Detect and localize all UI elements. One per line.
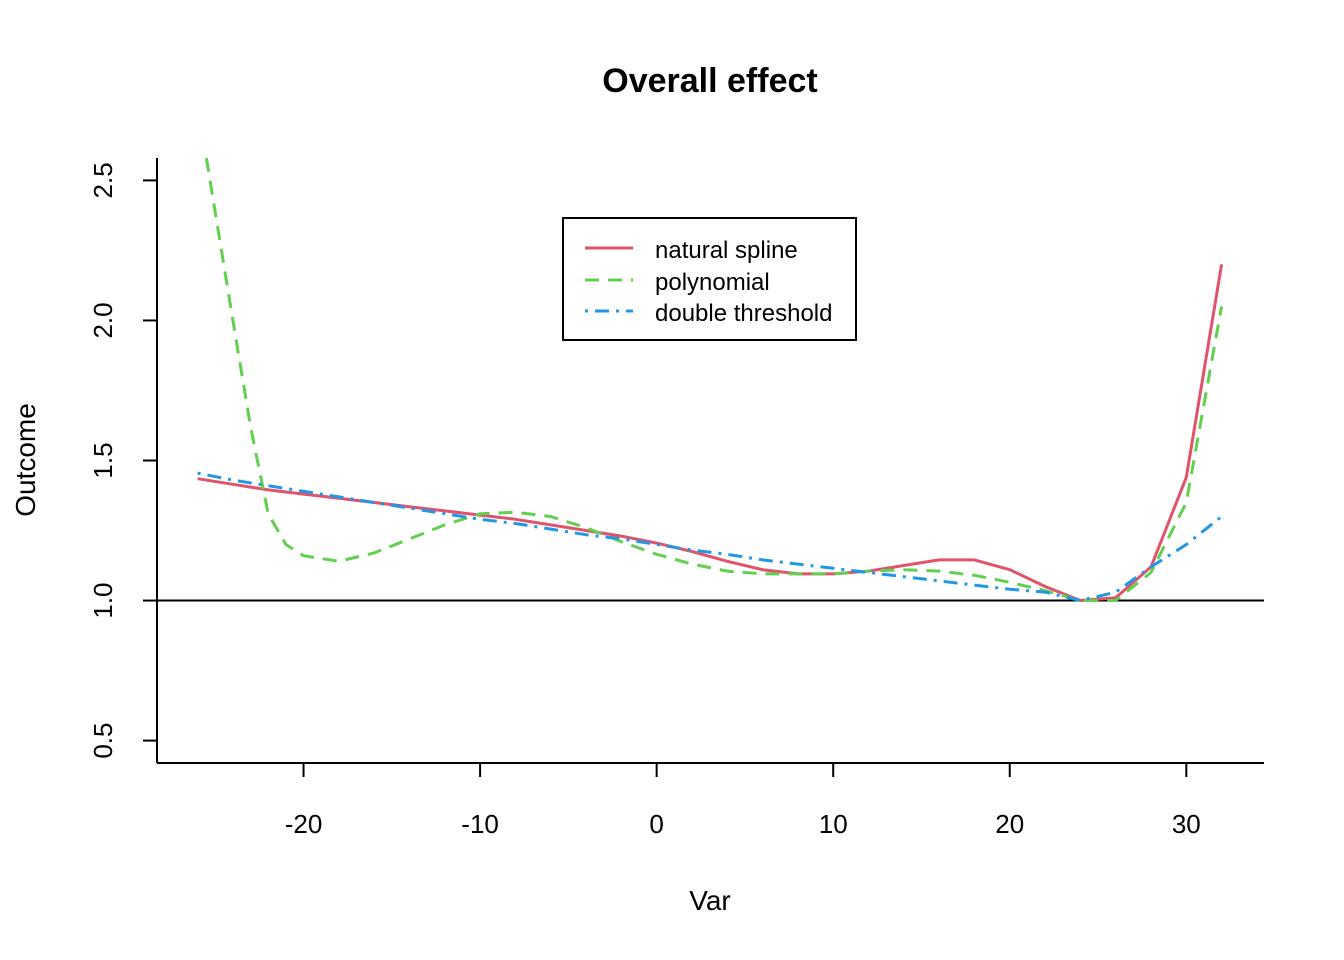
legend: natural spline polynomial double thresho… <box>562 217 857 341</box>
legend-label-polynomial: polynomial <box>655 269 770 296</box>
y-tick-label: 2.5 <box>88 162 118 198</box>
chart-title: Overall effect <box>602 62 817 100</box>
x-tick-label: -10 <box>461 809 499 839</box>
x-tick-label: -20 <box>285 809 323 839</box>
x-tick-label: 0 <box>649 809 663 839</box>
y-tick-label: 0.5 <box>88 723 118 759</box>
x-tick-label: 10 <box>819 809 848 839</box>
y-tick-label: 1.5 <box>88 442 118 478</box>
legend-label-double-threshold: double threshold <box>655 300 832 327</box>
legend-label-natural-spline: natural spline <box>655 237 798 264</box>
y-ticks: 0.5 1.0 1.5 2.0 2.5 <box>88 162 157 759</box>
y-axis-label: Outcome <box>10 403 41 517</box>
y-tick-label: 1.0 <box>88 582 118 618</box>
x-ticks: -20 -10 0 10 20 30 <box>285 763 1201 839</box>
x-tick-label: 30 <box>1172 809 1201 839</box>
series-line-double-threshold <box>197 471 1223 602</box>
x-axis-label: Var <box>689 885 731 916</box>
series-line-polynomial <box>204 158 1224 602</box>
y-tick-label: 2.0 <box>88 302 118 338</box>
x-tick-label: 20 <box>995 809 1024 839</box>
series-group <box>197 158 1224 602</box>
